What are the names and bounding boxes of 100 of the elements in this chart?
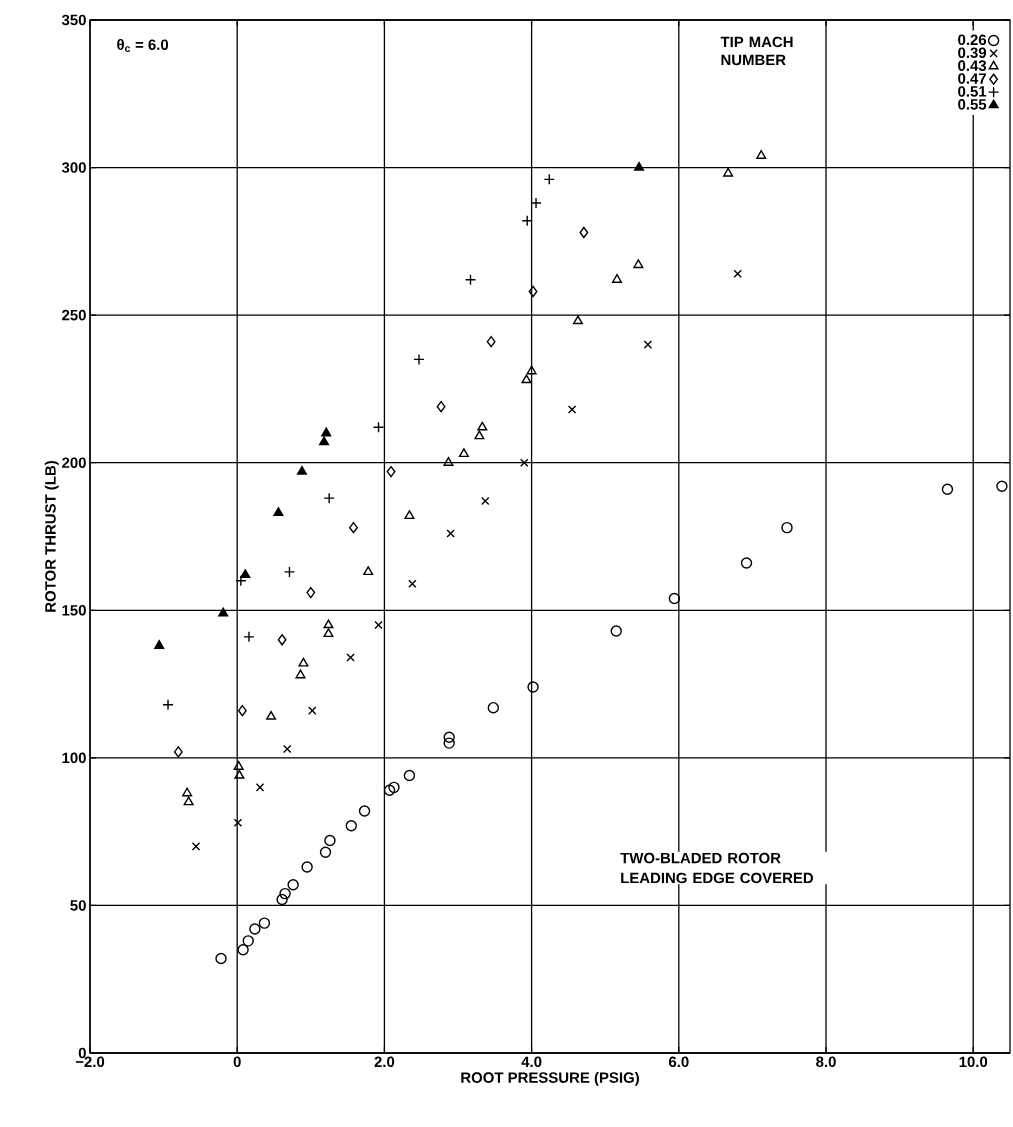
y-tick-label: 50 xyxy=(70,900,86,911)
point xyxy=(383,784,396,797)
point xyxy=(572,315,583,325)
point xyxy=(756,150,767,159)
y-axis-title: ROTOR THRUST (LB) xyxy=(44,461,59,612)
point xyxy=(526,365,537,375)
point xyxy=(634,161,645,171)
point xyxy=(528,285,538,298)
point xyxy=(183,796,194,806)
point xyxy=(266,710,277,720)
point xyxy=(723,167,734,177)
x-tick-label: 0 xyxy=(233,1056,241,1068)
point xyxy=(154,640,165,649)
point xyxy=(323,628,334,638)
legend-label: 0.39 xyxy=(958,47,987,59)
point xyxy=(941,483,954,495)
point xyxy=(487,701,500,714)
point xyxy=(277,634,287,646)
point xyxy=(443,731,455,743)
annotation: TWO-BLADED ROTOR LEADING EDGE COVERED xyxy=(620,852,814,884)
point xyxy=(443,737,455,749)
point xyxy=(283,744,292,754)
legend-label: 0.26 xyxy=(958,34,987,46)
point xyxy=(191,842,201,851)
y-tick-label: 150 xyxy=(62,604,86,616)
x-tick-label: 10.0 xyxy=(959,1056,988,1068)
point xyxy=(319,436,330,446)
y-tick-label: 300 xyxy=(61,162,86,173)
point xyxy=(323,619,334,629)
point xyxy=(781,521,793,534)
x-tick-label: 6.0 xyxy=(668,1056,689,1068)
point xyxy=(404,510,415,520)
point xyxy=(319,846,332,858)
annotation: θ$_{c}$ = 6.0 xyxy=(117,39,169,53)
legend-label: 0.51 xyxy=(958,86,987,97)
legend-label: 0.43 xyxy=(958,60,987,71)
point xyxy=(733,269,742,279)
legend-label: 0.55 xyxy=(958,99,987,110)
point xyxy=(996,480,1008,493)
point xyxy=(279,887,291,900)
x-tick-label: 2.0 xyxy=(374,1056,395,1068)
point xyxy=(372,421,385,433)
point xyxy=(258,917,271,929)
point xyxy=(233,818,243,828)
point xyxy=(273,507,284,517)
point xyxy=(520,458,529,467)
point xyxy=(346,653,355,662)
point xyxy=(215,952,227,965)
point xyxy=(234,769,245,779)
point xyxy=(474,430,485,440)
point xyxy=(308,706,317,715)
point xyxy=(295,669,306,679)
x-axis-title: ROOT PRESSURE (PSIG) xyxy=(461,1071,639,1086)
point xyxy=(242,935,254,947)
point xyxy=(249,923,261,935)
point xyxy=(610,625,622,637)
point xyxy=(237,944,249,956)
point xyxy=(436,400,446,413)
point xyxy=(301,861,313,873)
legend-label: 0.47 xyxy=(958,73,986,84)
y-tick-label: 200 xyxy=(62,457,86,468)
point xyxy=(403,769,416,782)
point xyxy=(481,496,490,506)
point xyxy=(740,557,753,569)
x-tick-label: 8.0 xyxy=(816,1056,836,1068)
y-tick-label: 100 xyxy=(62,752,86,764)
point xyxy=(240,569,251,579)
legend-title: TIP MACH NUMBER xyxy=(720,36,793,66)
point xyxy=(255,783,265,792)
x-tick-label: 4.0 xyxy=(521,1056,542,1068)
point xyxy=(388,781,400,794)
point xyxy=(386,465,396,478)
point xyxy=(321,427,332,437)
point xyxy=(446,529,455,538)
point xyxy=(283,566,296,578)
y-tick-label: 350 xyxy=(61,14,86,26)
point xyxy=(443,457,454,466)
point xyxy=(611,274,623,283)
point xyxy=(567,405,577,414)
point xyxy=(345,820,357,832)
point xyxy=(668,592,681,605)
point xyxy=(374,620,383,630)
point xyxy=(358,805,371,817)
point xyxy=(458,448,469,458)
point xyxy=(477,421,488,431)
point xyxy=(643,340,653,349)
point xyxy=(464,274,477,286)
point xyxy=(579,226,589,239)
point xyxy=(276,893,288,906)
point xyxy=(486,336,496,348)
point xyxy=(296,465,307,475)
point xyxy=(306,586,316,599)
point xyxy=(408,579,417,588)
point xyxy=(218,607,229,617)
point xyxy=(173,746,183,758)
point xyxy=(633,259,644,269)
point xyxy=(521,374,532,384)
point xyxy=(287,879,299,891)
point xyxy=(182,787,193,797)
point xyxy=(237,704,247,717)
